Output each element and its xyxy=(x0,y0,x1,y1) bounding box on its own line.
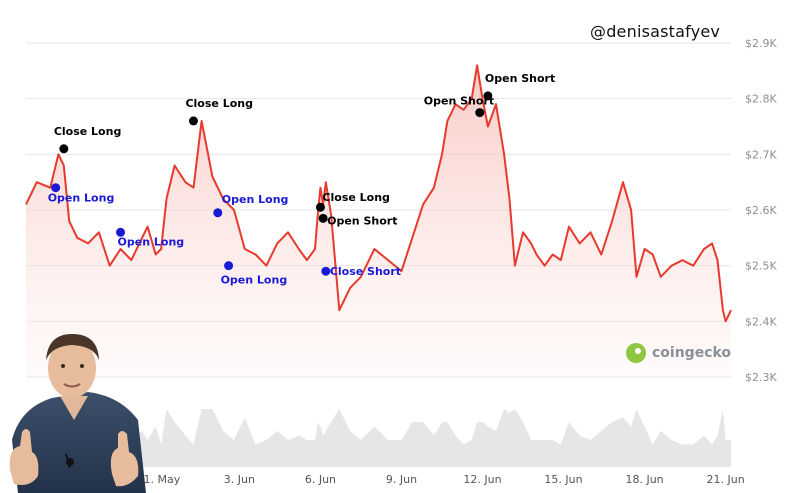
trade-label: Close Long xyxy=(54,125,122,138)
x-tick-label: 31. May xyxy=(136,473,180,486)
close-marker xyxy=(483,91,493,101)
coingecko-label: coingecko xyxy=(652,345,732,361)
y-tick-label: $2.9K xyxy=(745,37,777,50)
coingecko-watermark: coingecko xyxy=(626,343,731,363)
x-tick-label: 6. Jun xyxy=(305,473,336,486)
trade-label: Open Short xyxy=(327,214,397,227)
open-marker xyxy=(224,261,234,271)
coingecko-logo-icon xyxy=(626,343,646,363)
x-tick-label: 12. Jun xyxy=(463,473,501,486)
trade-label: Close Long xyxy=(185,97,253,110)
watermark-handle: @denisastafyev xyxy=(590,22,721,41)
x-tick-label: 15. Jun xyxy=(544,473,582,486)
y-tick-label: $2.3K xyxy=(745,371,777,384)
volume-area xyxy=(26,409,731,467)
close-marker xyxy=(315,202,325,212)
price-area xyxy=(26,65,731,378)
y-tick-label: $2.8K xyxy=(745,93,777,106)
x-tick-label: 18. Jun xyxy=(625,473,663,486)
trade-label: Open Long xyxy=(221,274,288,287)
x-tick-label: 21. Jun xyxy=(707,473,745,486)
trade-label: Close Short xyxy=(330,265,401,278)
trade-label: Open Long xyxy=(48,192,115,205)
close-marker xyxy=(59,144,69,154)
trade-label: Open Long xyxy=(222,193,289,206)
open-marker xyxy=(116,227,126,237)
trade-label: Close Long xyxy=(322,191,390,204)
open-marker xyxy=(213,208,223,218)
open-marker xyxy=(51,183,61,193)
person-thumbs-up-image xyxy=(9,334,146,493)
x-tick-label: 9. Jun xyxy=(386,473,417,486)
trade-label: Open Short xyxy=(424,95,494,108)
y-tick-label: $2.6K xyxy=(745,204,777,217)
y-tick-label: $2.5K xyxy=(745,260,777,273)
close-marker xyxy=(188,116,198,126)
open-marker xyxy=(321,266,331,276)
y-tick-label: $2.7K xyxy=(745,148,777,161)
x-tick-label: 3. Jun xyxy=(224,473,255,486)
close-marker xyxy=(475,108,485,118)
y-tick-label: $2.4K xyxy=(745,315,777,328)
price-line xyxy=(25,64,732,323)
close-marker xyxy=(318,213,328,223)
trade-label: Open Short xyxy=(485,72,555,85)
trade-label: Open Long xyxy=(118,235,185,248)
